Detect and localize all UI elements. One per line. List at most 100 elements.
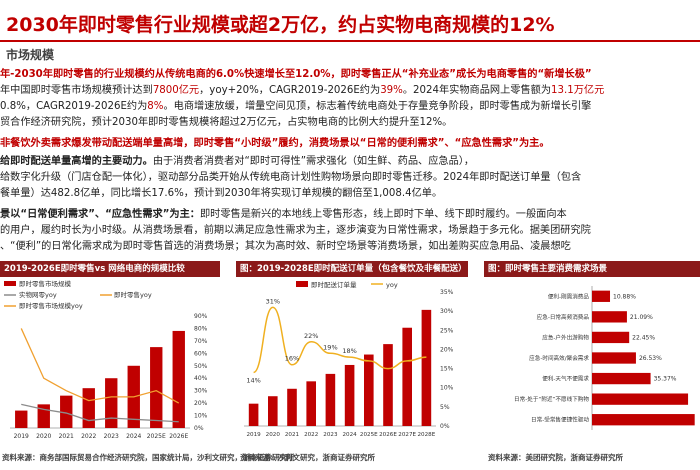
x-tick-label: 2025E	[147, 433, 166, 440]
y-right-tick-label: 25%	[440, 327, 454, 334]
bar	[287, 388, 297, 426]
chart2-source: 资料来源：沙利文研究，浙商证券研究所	[240, 453, 375, 462]
bar	[421, 309, 432, 426]
yoy-data-label: 31%	[266, 297, 280, 305]
yoy-data-label: 18%	[342, 347, 356, 355]
y-right-tick-label: 15%	[440, 366, 454, 373]
x-tick-label: 2020	[36, 433, 51, 440]
page-title: 2030年即时零售行业规模或超2万亿，约占实物电商规模的12%	[6, 14, 555, 36]
bar	[383, 344, 393, 426]
yoy-line	[253, 306, 427, 374]
title-divider	[0, 40, 700, 42]
paragraph1-line1: 年-2030年即时零售的行业规模约从传统电商的6.0%快速增长至12.0%，即时…	[0, 69, 592, 80]
x-tick-label: 2022	[304, 432, 318, 438]
y-right-tick-label: 50%	[194, 363, 208, 370]
legend-label-ir-scale-yoy: 即时零售市场规模yoy	[19, 301, 83, 310]
bar	[172, 330, 185, 428]
x-tick-label: 2024	[342, 432, 357, 438]
yoy-data-label: 16%	[285, 355, 299, 363]
x-tick-label: 2023	[323, 432, 338, 438]
bar	[306, 381, 316, 426]
y-right-tick-label: 35%	[440, 289, 454, 296]
paragraph2-line3: 给数字化升级（门店仓配一体化），驱动部分品类开始从传统电商计划性购物场景向即时零…	[0, 172, 582, 183]
x-tick-label: 2021	[285, 432, 300, 438]
category-label: 便利-刚需消费品	[548, 292, 590, 300]
legend-label-ir-yoy: 即时零售yoy	[114, 290, 152, 299]
paragraph1-line4: 贸合作经济研究院，预计2030年即时零售规模将超过2万亿元，占实物电商的比例大约…	[0, 117, 453, 128]
y-right-tick-label: 60%	[194, 350, 208, 357]
hbar	[592, 311, 627, 323]
legend-label-ecom-yoy: 实物网零yoy	[19, 290, 57, 299]
chart1-source: 资料来源：商务部国际贸易合作经济研究院，国家统计局，沙利文研究，浙商证券研究所	[2, 453, 295, 462]
y-right-tick-label: 20%	[440, 346, 454, 353]
chart2-svg: 即时配送订单量 yoy 0% 5% 10% 15% 20% 25% 30% 35% 2019 20…	[244, 280, 454, 438]
paragraph1-line2: 年中国即时零售市场规模预计达到7800亿元，yoy+20%，CAGR2019-2…	[0, 85, 605, 96]
hbar	[592, 372, 651, 385]
x-tick-label: 2024	[126, 433, 141, 440]
value-label: 35.37%	[654, 376, 677, 383]
x-tick-label: 2020	[266, 432, 281, 438]
hbar	[592, 352, 636, 364]
y-right-tick-label: 70%	[194, 338, 208, 345]
legend-label-orders: 即时配送订单量	[311, 280, 357, 289]
chart1-svg: 即时零售市场规模 实物网零yoy 即时零售yoy 即时零售市场规模yoy 0% 1…	[4, 279, 208, 440]
bar	[82, 388, 95, 428]
hbar	[592, 290, 611, 302]
legend-label-market: 即时零售市场规模	[19, 279, 72, 288]
legend-label-yoy: yoy	[386, 281, 398, 289]
category-label: 日常-处于“附近”不愿线下购物	[514, 395, 589, 403]
y-right-tick-label: 20%	[194, 400, 208, 407]
bar	[105, 378, 118, 428]
paragraph1-line3: 0.8%，CAGR2019-2026E约为8%。电商增速放缓，增量空间见顶，标志…	[0, 101, 592, 112]
x-tick-label: 2022	[81, 433, 96, 440]
hbar	[592, 331, 630, 344]
category-label: 日常-受常售便捷性驱动	[531, 416, 589, 424]
value-label: 22.45%	[632, 334, 655, 341]
x-tick-label: 2028E	[418, 432, 436, 438]
yoy-data-label: 14%	[246, 376, 260, 384]
x-tick-label: 2026E	[169, 433, 188, 440]
value-label: 10.88%	[613, 293, 636, 300]
category-label: 便利-天气不便需求	[542, 375, 589, 383]
x-tick-label: 2025E	[360, 432, 378, 438]
bar	[344, 364, 355, 426]
paragraph3-line2: 的用户，履约时长为小时级。从消费场景看，前期以满足应急性需求为主，逐步演变为日常…	[0, 225, 591, 236]
paragraph2-heading: 非餐饮外卖需求爆发带动配送端单量高增，即时零售“小时级”履约，消费场景以“日常的…	[0, 138, 550, 149]
x-tick-label: 2019	[246, 432, 261, 438]
category-label: 应急-时间高效/聚会需求	[529, 354, 589, 362]
bar	[325, 373, 336, 426]
x-tick-label: 2026E	[379, 432, 397, 438]
y-right-tick-label: 5%	[440, 404, 450, 411]
chart3-svg: 便利-刚需消费品 10.88% 应急-日常高频消费品 21.09% 应急-户外出游购物 2…	[514, 286, 695, 430]
value-label: 21.09%	[630, 314, 653, 321]
bar	[150, 347, 163, 428]
paragraph3-line3: 、“便利”的日常化需求成为即时零售首选的消费场景；其次为高时效、新时空场景等消费…	[0, 241, 571, 252]
x-tick-label: 2019	[14, 433, 29, 440]
value-label: 26.53%	[639, 355, 662, 362]
y-right-tick-label: 40%	[194, 375, 208, 382]
hbar	[592, 414, 695, 426]
category-label: 应急-户外出游购物	[542, 333, 589, 341]
x-tick-label: 2021	[59, 433, 74, 440]
legend-swatch-orders	[296, 281, 308, 287]
y-right-tick-label: 90%	[194, 313, 208, 320]
section-subtitle: 市场规模	[6, 48, 55, 62]
bar	[268, 396, 278, 426]
y-right-tick-label: 0%	[440, 423, 450, 430]
y-right-tick-label: 80%	[194, 325, 208, 332]
chart1-caption: 2019-2026E即时零售vs 网络电商的规模比较	[0, 261, 220, 277]
chart3-source: 资料来源：美团研究院，浙商证券研究所	[488, 453, 623, 462]
bar	[248, 403, 259, 426]
bar	[60, 395, 73, 428]
y-right-tick-label: 10%	[194, 413, 208, 420]
bar	[364, 354, 374, 426]
y-right-tick-label: 10%	[440, 385, 454, 392]
bar	[402, 327, 412, 426]
category-label: 应急-日常高频消费品	[537, 313, 590, 321]
series-line	[20, 328, 180, 404]
y-right-tick-label: 30%	[440, 308, 454, 315]
x-tick-label: 2023	[104, 433, 119, 440]
bar	[15, 410, 28, 428]
paragraph2-line4: 餐单量）达482.8亿单，同比增长17.6%，预计到2030年将实现订单规模的翻…	[0, 188, 443, 199]
yoy-data-label: 22%	[304, 332, 318, 340]
